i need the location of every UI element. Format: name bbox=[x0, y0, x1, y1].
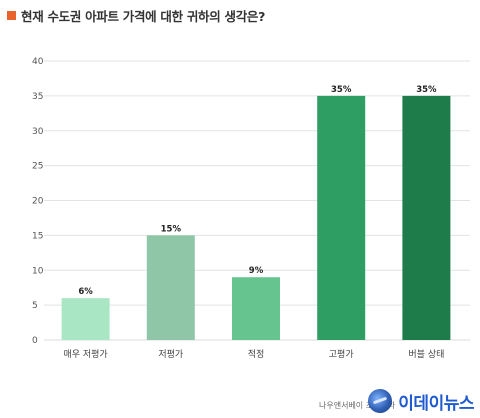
chart-title: 현재 수도권 아파트 가격에 대한 귀하의 생각은? bbox=[21, 8, 266, 24]
watermark-text: 이데이뉴스 bbox=[398, 393, 474, 414]
y-tick-label: 0 bbox=[32, 336, 38, 346]
source-note: 나우앤서베이 조사결과 bbox=[319, 401, 396, 410]
category-label: 버블 상태 bbox=[408, 349, 444, 360]
bar bbox=[402, 95, 451, 340]
category-label: 적정 bbox=[248, 348, 265, 360]
y-tick-label: 40 bbox=[32, 57, 44, 67]
gridlines bbox=[44, 60, 470, 341]
data-label: 6% bbox=[78, 287, 93, 297]
y-axis-ticks: 0 5 10 15 20 25 30 35 40 bbox=[32, 57, 44, 346]
data-label: 35% bbox=[331, 85, 352, 95]
y-tick-label: 5 bbox=[32, 301, 38, 311]
y-tick-label: 25 bbox=[32, 162, 43, 172]
data-label: 15% bbox=[161, 224, 182, 234]
x-axis-categories: 매우 저평가 저평가 적정 고평가 버블 상태 bbox=[63, 348, 444, 360]
bar bbox=[146, 235, 195, 340]
data-label: 35% bbox=[416, 85, 437, 95]
bar bbox=[61, 298, 110, 340]
globe-icon bbox=[368, 389, 393, 413]
data-labels: 6% 15% 9% 35% 35% bbox=[78, 85, 437, 297]
category-label: 매우 저평가 bbox=[63, 349, 107, 360]
bars bbox=[61, 95, 451, 340]
bar bbox=[317, 95, 366, 340]
y-tick-label: 10 bbox=[32, 266, 44, 276]
chart-title-row: 현재 수도권 아파트 가격에 대한 귀하의 생각은? bbox=[7, 6, 265, 24]
y-tick-label: 30 bbox=[32, 127, 44, 137]
category-label: 고평가 bbox=[329, 349, 354, 360]
y-tick-label: 35 bbox=[32, 92, 43, 102]
title-marker-icon bbox=[7, 10, 16, 20]
category-label: 저평가 bbox=[158, 349, 183, 360]
data-label: 9% bbox=[249, 266, 264, 276]
y-tick-label: 15 bbox=[32, 231, 43, 241]
watermark: 이데이뉴스 bbox=[368, 388, 474, 414]
bar bbox=[232, 277, 280, 340]
y-tick-label: 20 bbox=[32, 197, 44, 207]
